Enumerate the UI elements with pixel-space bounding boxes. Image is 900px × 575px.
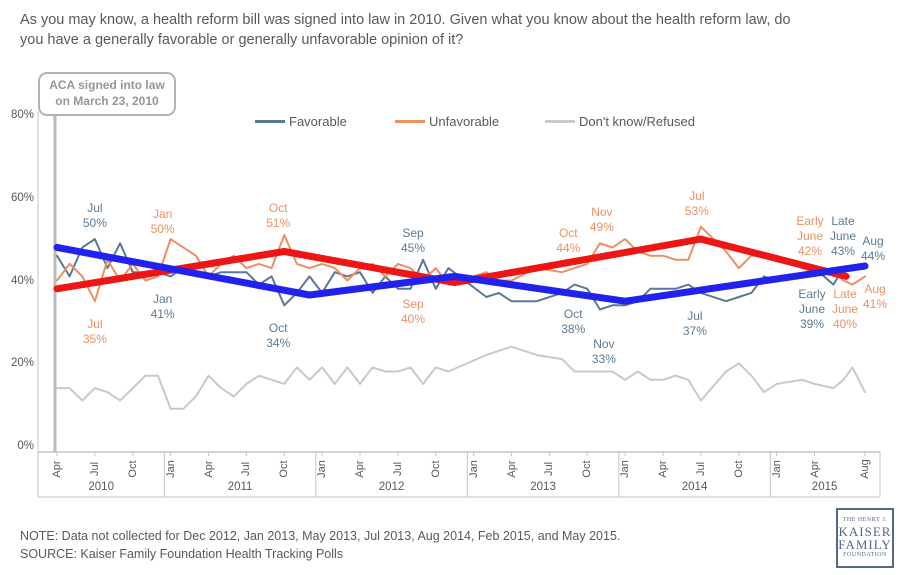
x-axis-month-label: Apr [354, 460, 366, 478]
point-label-unfavorable: Early June 42% [796, 214, 824, 258]
x-axis-month-label: Apr [202, 460, 215, 478]
logo-line-2: KAISER [838, 524, 892, 539]
x-axis-month-label: Jul [543, 461, 556, 477]
x-axis-year-label: 2012 [378, 481, 405, 493]
x-axis-year-label: 2011 [227, 481, 253, 493]
series-line-favorable-trend [53, 243, 869, 305]
aca-annotation-text: ACA signed into law on March 23, 2010 [49, 78, 165, 108]
x-axis-month-label: Jul [88, 461, 101, 477]
legend-label-unfavorable: Unfavorable [429, 113, 500, 129]
x-axis-month-label: Apr [657, 460, 669, 478]
chart-question-title: As you may know, a health reform bill wa… [20, 12, 791, 48]
y-axis-tick-label: 0% [17, 440, 34, 452]
x-axis-year-label: 2013 [530, 481, 556, 493]
x-axis-year-label: 2010 [88, 481, 114, 493]
point-label-unfavorable: Nov 49% [589, 205, 614, 235]
point-label-unfavorable: Oct 44% [556, 225, 581, 255]
point-label-unfavorable: Aug 41% [862, 282, 888, 311]
x-axis-month-label: Oct [126, 460, 139, 478]
x-axis-month-label: Apr [808, 460, 821, 478]
logo-line-1: THE HENRY J. [842, 517, 888, 523]
legend-item-dont-know: Don't know/Refused [545, 113, 695, 129]
y-axis-tick-label: 20% [10, 357, 34, 370]
x-axis-month-label: Aug [859, 459, 871, 479]
x-axis-month-label: Jan [619, 460, 632, 478]
x-axis-month-label: Jan [467, 460, 480, 478]
unfavorable-line-swatch [395, 119, 425, 123]
series-line-unfavorable [56, 225, 866, 303]
point-label-unfavorable: Jul 53% [684, 188, 709, 218]
y-axis-tick-label: 40% [10, 274, 34, 287]
point-label-unfavorable: Oct 51% [266, 200, 291, 230]
favorable-line-swatch [255, 119, 285, 123]
legend-label-dont-know: Don't know/Refused [579, 113, 695, 129]
y-axis-tick-label: 60% [10, 191, 34, 204]
point-label-favorable: Late June 43% [829, 214, 857, 258]
point-label-favorable: Oct 38% [561, 306, 586, 336]
logo-line-4: FOUNDATION [843, 552, 887, 558]
x-axis-month-label: Oct [581, 460, 594, 478]
point-label-unfavorable: Sep 40% [401, 296, 426, 326]
x-axis-month-label: Jan [770, 460, 783, 478]
point-label-unfavorable: Jul 35% [82, 317, 107, 347]
x-axis-month-label: Jul [391, 461, 404, 477]
point-label-unfavorable: Late June 40% [831, 287, 859, 331]
point-label-unfavorable: Jan 50% [150, 207, 175, 237]
x-axis-month-label: Apr [51, 460, 63, 478]
x-axis-month-label: Oct [429, 460, 442, 478]
x-axis-month-label: Apr [505, 460, 518, 478]
point-label-favorable: Jul 37% [682, 308, 707, 338]
x-axis-month-label: Jan [316, 460, 329, 478]
legend-item-favorable: Favorable [255, 113, 347, 129]
y-axis-tick-label: 80% [10, 109, 34, 121]
legend-item-unfavorable: Unfavorable [395, 113, 499, 129]
dont-know-line-swatch [545, 119, 575, 123]
legend-label-favorable: Favorable [289, 113, 347, 129]
x-axis-year-label: 2015 [811, 481, 838, 493]
x-axis-month-label: Jul [240, 461, 253, 477]
aca-annotation-callout: ACA signed into law on March 23, 2010 [38, 72, 176, 116]
point-label-favorable: Aug 44% [860, 234, 886, 263]
x-axis-year-label: 2014 [681, 481, 708, 493]
logo-line-3: FAMILY [838, 537, 892, 552]
series-line-dont-know [56, 345, 866, 410]
series-line-unfavorable-trend [53, 235, 850, 293]
point-label-favorable: Early June 39% [798, 287, 826, 331]
x-axis-month-label: Oct [278, 460, 291, 478]
x-axis-month-label: Jul [694, 461, 707, 477]
point-label-favorable: Jan 41% [150, 292, 175, 322]
kff-foundation-logo: THE HENRY J. KAISER FAMILY FOUNDATION [836, 508, 894, 568]
point-label-favorable: Sep 45% [401, 225, 426, 255]
x-axis-month-label: Oct [732, 460, 745, 478]
point-label-favorable: Oct 34% [266, 321, 291, 351]
point-label-favorable: Jul 50% [82, 201, 107, 231]
note-and-source-text: NOTE: Data not collected for Dec 2012, J… [20, 529, 621, 562]
point-label-favorable: Nov 33% [591, 337, 616, 367]
x-axis-month-label: Jan [164, 460, 177, 478]
